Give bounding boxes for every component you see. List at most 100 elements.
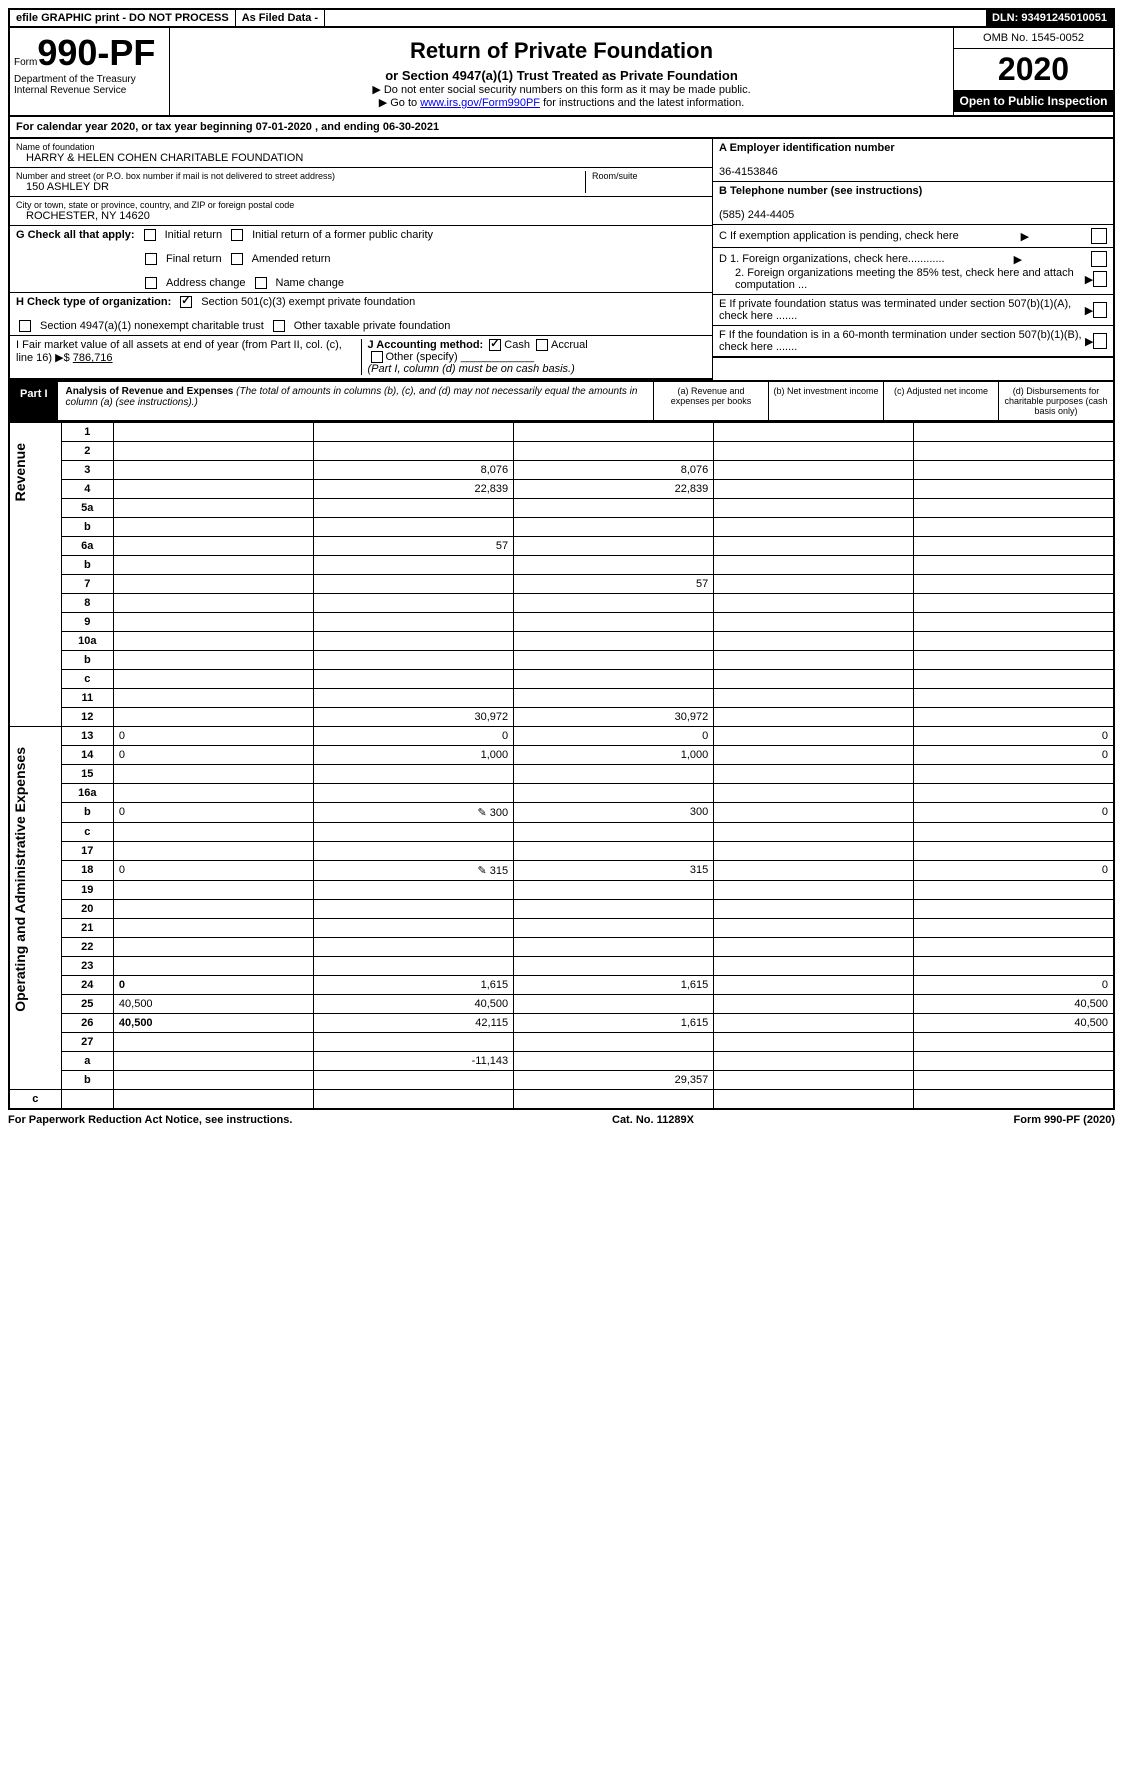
- chk-cash[interactable]: [489, 339, 501, 351]
- row-val-a: [314, 556, 514, 575]
- d1-label: D 1. Foreign organizations, check here..…: [719, 253, 945, 265]
- row-desc: [113, 556, 313, 575]
- row-val-b: [514, 518, 714, 537]
- row-desc: [113, 900, 313, 919]
- row-val-d: 0: [914, 861, 1114, 881]
- row-desc: [113, 499, 313, 518]
- chk-c[interactable]: [1091, 228, 1107, 244]
- table-row: 11: [9, 689, 1114, 708]
- row-num: 6a: [61, 537, 113, 556]
- table-row: 17: [9, 842, 1114, 861]
- chk-initial-return[interactable]: [144, 229, 156, 241]
- row-val-a: 42,115: [314, 1014, 514, 1033]
- table-row: 422,83922,839: [9, 480, 1114, 499]
- row-val-d: [914, 765, 1114, 784]
- row-val-b: [514, 499, 714, 518]
- chk-accrual[interactable]: [536, 339, 548, 351]
- row-num: b: [61, 651, 113, 670]
- irs-link[interactable]: www.irs.gov/Form990PF: [420, 97, 540, 109]
- chk-d2[interactable]: [1093, 271, 1107, 287]
- opt-other-acct: Other (specify): [386, 351, 458, 363]
- row-val-b: [514, 423, 714, 442]
- chk-501c3[interactable]: [180, 296, 192, 308]
- row-num: 25: [61, 995, 113, 1014]
- chk-e[interactable]: [1093, 302, 1107, 318]
- ein-label: A Employer identification number: [719, 142, 895, 154]
- table-row: 2540,50040,50040,500: [9, 995, 1114, 1014]
- row-num: 14: [61, 746, 113, 765]
- chk-amended[interactable]: [231, 253, 243, 265]
- table-row: 2401,6151,6150: [9, 976, 1114, 995]
- calendar-year-row: For calendar year 2020, or tax year begi…: [8, 117, 1115, 139]
- row-val-d: [914, 651, 1114, 670]
- row-val-a: [314, 823, 514, 842]
- row-val-a: [314, 499, 514, 518]
- expenses-side: Operating and Administrative Expenses: [9, 727, 61, 1090]
- table-row: b29,357: [9, 1071, 1114, 1090]
- chk-d1[interactable]: [1091, 251, 1107, 267]
- table-row: Revenue1: [9, 423, 1114, 442]
- row-val-b: [514, 995, 714, 1014]
- section-g: G Check all that apply: Initial return I…: [10, 226, 712, 293]
- footer-left: For Paperwork Reduction Act Notice, see …: [8, 1114, 292, 1126]
- table-row: 757: [9, 575, 1114, 594]
- row-num: c: [9, 1090, 61, 1110]
- row-desc: [113, 1071, 313, 1090]
- row-num: 5a: [61, 499, 113, 518]
- opt-initial: Initial return: [165, 229, 222, 241]
- table-row: b: [9, 556, 1114, 575]
- row-val-d: [914, 613, 1114, 632]
- chk-f[interactable]: [1093, 333, 1107, 349]
- form-header: Form990-PF Department of the Treasury In…: [8, 28, 1115, 117]
- table-row: 21: [9, 919, 1114, 938]
- row-val-c: [714, 976, 914, 995]
- chk-name-change[interactable]: [255, 277, 267, 289]
- row-val-d: [914, 423, 1114, 442]
- row-val-c: [714, 803, 914, 823]
- row-val-a: ✎ 315: [314, 861, 514, 881]
- row-val-d: [914, 480, 1114, 499]
- row-val-d: [914, 461, 1114, 480]
- table-row: 38,0768,076: [9, 461, 1114, 480]
- row-val-c: [714, 1014, 914, 1033]
- row-num: 22: [61, 938, 113, 957]
- form-prefix: Form: [14, 57, 37, 68]
- row-val-d: 40,500: [914, 1014, 1114, 1033]
- row-num: 4: [61, 480, 113, 499]
- row-val-c: [714, 537, 914, 556]
- row-val-b: [514, 537, 714, 556]
- i-label: I Fair market value of all assets at end…: [16, 339, 342, 364]
- row-val-c: [714, 861, 914, 881]
- row-num: 13: [61, 727, 113, 746]
- row-val-a: [314, 938, 514, 957]
- chk-initial-former[interactable]: [231, 229, 243, 241]
- row-val-c: [714, 689, 914, 708]
- table-row: 6a57: [9, 537, 1114, 556]
- table-row: 2: [9, 442, 1114, 461]
- chk-4947[interactable]: [19, 320, 31, 332]
- row-val-b: [514, 957, 714, 976]
- chk-other-acct[interactable]: [371, 351, 383, 363]
- row-val-d: [914, 1033, 1114, 1052]
- row-val-c: [714, 727, 914, 746]
- row-val-d: [914, 670, 1114, 689]
- row-num: 27: [61, 1033, 113, 1052]
- row-val-d: [914, 881, 1114, 900]
- row-val-d: [914, 1071, 1114, 1090]
- row-desc: 0: [113, 861, 313, 881]
- row-val-c: [714, 480, 914, 499]
- row-val-c: [714, 881, 914, 900]
- row-val-a: 0: [314, 727, 514, 746]
- row-val-d: [914, 442, 1114, 461]
- row-val-a: [314, 442, 514, 461]
- row-val-a: 30,972: [314, 708, 514, 727]
- row-val-a: [314, 919, 514, 938]
- chk-other-taxable[interactable]: [273, 320, 285, 332]
- asfiled-label: As Filed Data -: [236, 10, 325, 26]
- row-desc: [113, 708, 313, 727]
- row-num: c: [61, 670, 113, 689]
- chk-final-return[interactable]: [145, 253, 157, 265]
- chk-address-change[interactable]: [145, 277, 157, 289]
- row-desc: [113, 442, 313, 461]
- table-row: b: [9, 651, 1114, 670]
